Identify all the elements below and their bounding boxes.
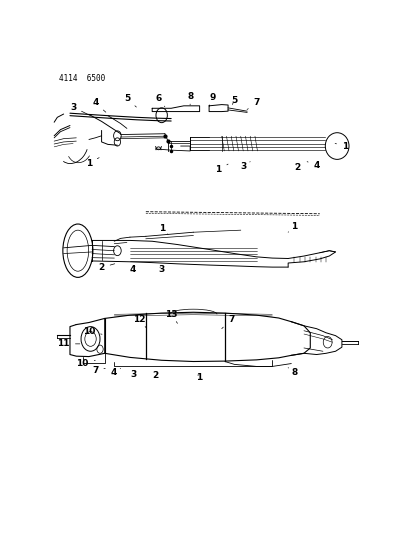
Text: 9: 9 xyxy=(209,93,215,106)
Text: 5: 5 xyxy=(124,94,136,107)
Text: 4: 4 xyxy=(307,161,320,170)
Text: 3: 3 xyxy=(159,265,165,274)
Text: 1: 1 xyxy=(197,374,203,382)
Text: 1: 1 xyxy=(335,142,348,150)
Text: 10: 10 xyxy=(83,327,102,336)
Text: 2: 2 xyxy=(295,163,301,172)
Text: 3: 3 xyxy=(130,370,136,379)
Text: 3: 3 xyxy=(241,161,250,171)
Text: 4114  6500: 4114 6500 xyxy=(59,74,105,83)
Text: 6: 6 xyxy=(155,94,165,107)
Text: 1: 1 xyxy=(159,224,168,235)
Text: 7: 7 xyxy=(92,367,105,375)
Text: 1: 1 xyxy=(86,158,99,168)
Text: 1: 1 xyxy=(215,164,228,174)
Text: 8: 8 xyxy=(187,92,193,105)
Text: 2: 2 xyxy=(152,372,158,381)
Text: 1: 1 xyxy=(288,222,297,232)
Text: 5: 5 xyxy=(231,95,237,104)
Text: 4: 4 xyxy=(111,368,121,377)
Text: 10: 10 xyxy=(76,359,95,368)
Text: 4: 4 xyxy=(92,99,106,112)
Text: 12: 12 xyxy=(133,314,146,327)
Text: 7: 7 xyxy=(247,99,260,109)
Text: 11: 11 xyxy=(58,340,80,349)
Text: 13: 13 xyxy=(165,310,177,324)
Text: 8: 8 xyxy=(288,368,297,377)
Text: 2: 2 xyxy=(98,263,115,272)
Text: 7: 7 xyxy=(222,314,235,329)
Text: 4: 4 xyxy=(130,265,136,273)
Text: 3: 3 xyxy=(70,102,90,115)
